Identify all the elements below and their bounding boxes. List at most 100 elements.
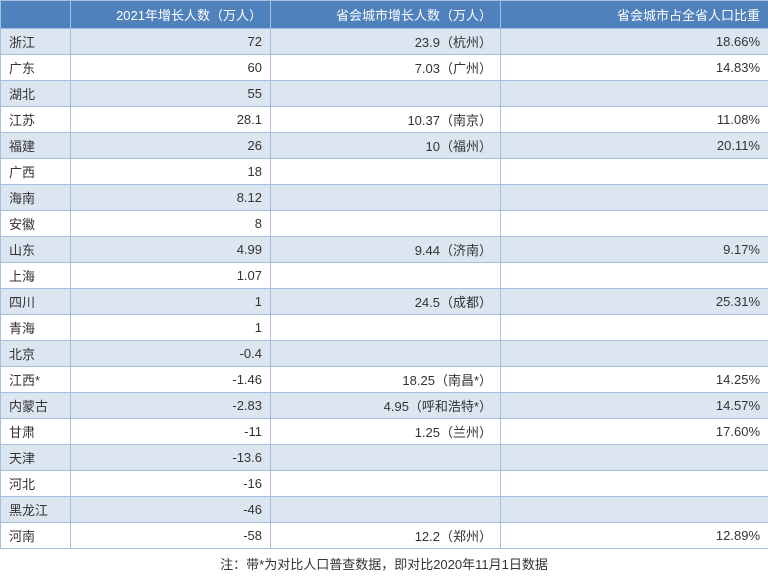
cell-capital_growth: 12.2（郑州） bbox=[271, 523, 501, 549]
cell-province: 河北 bbox=[1, 471, 71, 497]
table-row: 广东607.03（广州）14.83% bbox=[1, 55, 768, 81]
table-row: 湖北55 bbox=[1, 81, 768, 107]
cell-growth: -16 bbox=[71, 471, 271, 497]
cell-capital_growth: 9.44（济南） bbox=[271, 237, 501, 263]
table-row: 山东4.999.44（济南）9.17% bbox=[1, 237, 768, 263]
cell-province: 上海 bbox=[1, 263, 71, 289]
cell-province: 海南 bbox=[1, 185, 71, 211]
table-row: 天津-13.6 bbox=[1, 445, 768, 471]
cell-growth: 1 bbox=[71, 315, 271, 341]
cell-ratio: 11.08% bbox=[501, 107, 768, 133]
cell-province: 浙江 bbox=[1, 29, 71, 55]
table-row: 四川124.5（成都）25.31% bbox=[1, 289, 768, 315]
cell-ratio: 14.57% bbox=[501, 393, 768, 419]
cell-growth: -11 bbox=[71, 419, 271, 445]
cell-ratio bbox=[501, 341, 768, 367]
cell-ratio bbox=[501, 159, 768, 185]
cell-capital_growth: 10（福州） bbox=[271, 133, 501, 159]
table-row: 甘肃-111.25（兰州）17.60% bbox=[1, 419, 768, 445]
header-row: 2021年增长人数（万人） 省会城市增长人数（万人） 省会城市占全省人口比重 bbox=[1, 1, 768, 29]
cell-capital_growth: 7.03（广州） bbox=[271, 55, 501, 81]
cell-province: 安徽 bbox=[1, 211, 71, 237]
cell-ratio bbox=[501, 445, 768, 471]
cell-growth: 8.12 bbox=[71, 185, 271, 211]
col-capital-growth: 省会城市增长人数（万人） bbox=[271, 1, 501, 29]
cell-ratio: 17.60% bbox=[501, 419, 768, 445]
cell-growth: 1.07 bbox=[71, 263, 271, 289]
cell-capital_growth bbox=[271, 471, 501, 497]
cell-ratio: 18.66% bbox=[501, 29, 768, 55]
cell-ratio bbox=[501, 263, 768, 289]
cell-growth: -13.6 bbox=[71, 445, 271, 471]
cell-growth: 60 bbox=[71, 55, 271, 81]
cell-capital_growth bbox=[271, 445, 501, 471]
table-row: 青海1 bbox=[1, 315, 768, 341]
cell-growth: 18 bbox=[71, 159, 271, 185]
col-ratio: 省会城市占全省人口比重 bbox=[501, 1, 768, 29]
cell-growth: 55 bbox=[71, 81, 271, 107]
cell-capital_growth bbox=[271, 185, 501, 211]
table-row: 河南-5812.2（郑州）12.89% bbox=[1, 523, 768, 549]
cell-province: 天津 bbox=[1, 445, 71, 471]
cell-capital_growth bbox=[271, 341, 501, 367]
cell-province: 湖北 bbox=[1, 81, 71, 107]
cell-ratio: 14.83% bbox=[501, 55, 768, 81]
cell-ratio bbox=[501, 81, 768, 107]
table-body: 浙江7223.9（杭州）18.66%广东607.03（广州）14.83%湖北55… bbox=[1, 29, 768, 549]
cell-growth: -1.46 bbox=[71, 367, 271, 393]
cell-province: 广东 bbox=[1, 55, 71, 81]
cell-growth: 4.99 bbox=[71, 237, 271, 263]
cell-province: 福建 bbox=[1, 133, 71, 159]
cell-ratio: 20.11% bbox=[501, 133, 768, 159]
cell-capital_growth bbox=[271, 81, 501, 107]
table-row: 黑龙江-46 bbox=[1, 497, 768, 523]
cell-province: 江苏 bbox=[1, 107, 71, 133]
table-row: 江西*-1.4618.25（南昌*）14.25% bbox=[1, 367, 768, 393]
table-row: 江苏28.110.37（南京）11.08% bbox=[1, 107, 768, 133]
cell-ratio bbox=[501, 471, 768, 497]
cell-province: 内蒙古 bbox=[1, 393, 71, 419]
table-row: 上海1.07 bbox=[1, 263, 768, 289]
cell-province: 甘肃 bbox=[1, 419, 71, 445]
cell-province: 山东 bbox=[1, 237, 71, 263]
cell-growth: 26 bbox=[71, 133, 271, 159]
population-table: 2021年增长人数（万人） 省会城市增长人数（万人） 省会城市占全省人口比重 浙… bbox=[0, 0, 768, 549]
table-row: 福建2610（福州）20.11% bbox=[1, 133, 768, 159]
cell-capital_growth: 23.9（杭州） bbox=[271, 29, 501, 55]
col-province bbox=[1, 1, 71, 29]
cell-capital_growth bbox=[271, 211, 501, 237]
cell-province: 四川 bbox=[1, 289, 71, 315]
cell-ratio: 9.17% bbox=[501, 237, 768, 263]
cell-growth: -0.4 bbox=[71, 341, 271, 367]
table-row: 海南8.12 bbox=[1, 185, 768, 211]
cell-growth: 28.1 bbox=[71, 107, 271, 133]
col-growth: 2021年增长人数（万人） bbox=[71, 1, 271, 29]
cell-capital_growth: 10.37（南京） bbox=[271, 107, 501, 133]
cell-capital_growth: 1.25（兰州） bbox=[271, 419, 501, 445]
table-row: 北京-0.4 bbox=[1, 341, 768, 367]
cell-growth: -2.83 bbox=[71, 393, 271, 419]
table-row: 安徽8 bbox=[1, 211, 768, 237]
cell-growth: 8 bbox=[71, 211, 271, 237]
cell-ratio bbox=[501, 211, 768, 237]
cell-ratio bbox=[501, 185, 768, 211]
cell-ratio: 12.89% bbox=[501, 523, 768, 549]
cell-capital_growth: 18.25（南昌*） bbox=[271, 367, 501, 393]
table-row: 河北-16 bbox=[1, 471, 768, 497]
table-row: 浙江7223.9（杭州）18.66% bbox=[1, 29, 768, 55]
cell-growth: 72 bbox=[71, 29, 271, 55]
cell-province: 江西* bbox=[1, 367, 71, 393]
cell-province: 广西 bbox=[1, 159, 71, 185]
cell-growth: -46 bbox=[71, 497, 271, 523]
cell-province: 北京 bbox=[1, 341, 71, 367]
cell-capital_growth bbox=[271, 315, 501, 341]
cell-ratio bbox=[501, 315, 768, 341]
table-row: 内蒙古-2.834.95（呼和浩特*）14.57% bbox=[1, 393, 768, 419]
cell-growth: 1 bbox=[71, 289, 271, 315]
cell-province: 河南 bbox=[1, 523, 71, 549]
cell-ratio: 14.25% bbox=[501, 367, 768, 393]
footnote: 注：带*为对比人口普查数据，即对比2020年11月1日数据 bbox=[0, 549, 768, 578]
cell-province: 黑龙江 bbox=[1, 497, 71, 523]
cell-capital_growth bbox=[271, 263, 501, 289]
cell-province: 青海 bbox=[1, 315, 71, 341]
